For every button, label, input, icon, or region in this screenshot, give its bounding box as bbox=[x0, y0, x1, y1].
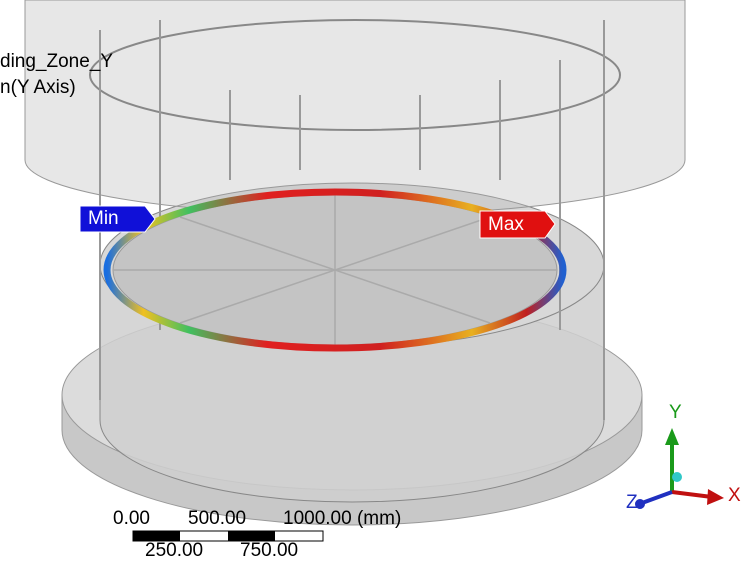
max-probe: Max bbox=[480, 211, 555, 238]
scale-label: 0.00 bbox=[113, 508, 150, 529]
model bbox=[25, 0, 685, 525]
min-label: Min bbox=[88, 208, 119, 229]
scale-label: 250.00 bbox=[145, 540, 203, 561]
scale-label: 750.00 bbox=[240, 540, 298, 561]
legend-subtitle: n(Y Axis) bbox=[0, 77, 76, 98]
axis-label: Z bbox=[626, 492, 638, 513]
scale-label: 500.00 bbox=[188, 508, 246, 529]
axis-label: Y bbox=[669, 402, 682, 423]
min-probe: Min bbox=[80, 206, 155, 232]
axis-triad: Y Z X bbox=[626, 402, 741, 513]
max-label: Max bbox=[488, 214, 524, 235]
viewport: ding_Zone_Y n(Y Axis) Min Max 0.00 500.0… bbox=[0, 0, 756, 565]
scale-label: 1000.00 (mm) bbox=[283, 508, 401, 529]
legend-title: ding_Zone_Y bbox=[0, 51, 113, 72]
axis-label: X bbox=[728, 485, 741, 506]
